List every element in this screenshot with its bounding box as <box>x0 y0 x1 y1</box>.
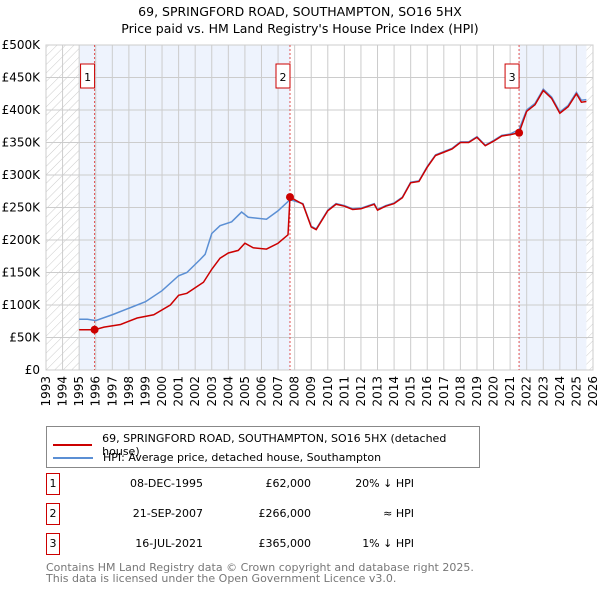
sale-label-box <box>80 63 96 89</box>
x-tick-label: 2021 <box>503 376 517 407</box>
x-tick-label: 2023 <box>536 376 550 407</box>
x-tick-label: 2013 <box>371 376 385 407</box>
sale-label: 2 <box>279 71 286 84</box>
legend-blue-line <box>53 456 93 459</box>
sale-label: 1 <box>84 71 91 84</box>
sale-price: £266,000 <box>258 507 312 520</box>
x-tick-label: 2003 <box>205 376 219 407</box>
x-tick-label: 1995 <box>72 376 86 407</box>
x-tick-label: 2001 <box>172 376 186 407</box>
x-tick-label: 2005 <box>238 376 252 407</box>
sale-hpi: 1% ↓ HPI <box>362 537 414 550</box>
x-tick-label: 2014 <box>387 376 401 407</box>
x-tick-label: 2002 <box>188 376 202 407</box>
y-tick-label: £200K <box>2 233 42 247</box>
x-tick-label: 2024 <box>553 376 567 407</box>
chart-subtitle: Price paid vs. HM Land Registry's House … <box>121 21 479 36</box>
x-tick-label: 2022 <box>520 376 534 407</box>
x-tick-label: 2004 <box>221 376 235 407</box>
sale-number: 1 <box>46 473 60 495</box>
sale-label-box <box>275 63 291 89</box>
footer-line-2: This data is licensed under the Open Gov… <box>46 572 397 585</box>
sale-hpi: 20% ↓ HPI <box>355 477 414 490</box>
chart-title: 69, SPRINGFORD ROAD, SOUTHAMPTON, SO16 5… <box>138 4 462 19</box>
y-tick-label: £450K <box>2 71 42 85</box>
sale-hpi: ≈ HPI <box>383 507 414 520</box>
x-tick-label: 2012 <box>354 376 368 407</box>
sale-row: 2 21-SEP-2007 £266,000 ≈ HPI <box>46 503 446 525</box>
sale-label-box <box>504 63 520 89</box>
x-tick-label: 2017 <box>437 376 451 407</box>
y-tick-label: £400K <box>2 103 42 117</box>
x-tick-label: 1993 <box>39 376 53 407</box>
legend-label-hpi: HPI: Average price, detached house, Sout… <box>103 451 382 464</box>
x-tick-label: 2016 <box>420 376 434 407</box>
sale-point <box>285 193 294 202</box>
sale-row: 1 08-DEC-1995 £62,000 20% ↓ HPI <box>46 473 446 495</box>
sale-date: 21-SEP-2007 <box>132 507 203 520</box>
sale-number: 3 <box>46 533 60 555</box>
footer: Contains HM Land Registry data © Crown c… <box>46 562 474 584</box>
sale-number: 2 <box>46 503 60 525</box>
legend: 69, SPRINGFORD ROAD, SOUTHAMPTON, SO16 5… <box>46 426 480 468</box>
y-tick-label: £150K <box>2 266 42 280</box>
footer-line-1: Contains HM Land Registry data © Crown c… <box>46 561 474 574</box>
y-tick-label: £100K <box>2 298 42 312</box>
x-tick-label: 1998 <box>122 376 136 407</box>
x-tick-label: 2025 <box>569 376 583 407</box>
y-tick-label: £0 <box>25 363 40 377</box>
y-tick-label: £300K <box>2 168 42 182</box>
x-tick-label: 2006 <box>254 376 268 407</box>
sale-price: £365,000 <box>258 537 312 550</box>
sale-price: £62,000 <box>265 477 312 490</box>
y-tick-label: £500K <box>2 38 42 52</box>
x-tick-label: 1996 <box>89 376 103 407</box>
plot-frame <box>45 44 594 371</box>
y-tick-label: £350K <box>2 136 42 150</box>
sale-label: 3 <box>509 71 516 84</box>
x-tick-label: 1994 <box>56 376 70 407</box>
x-tick-label: 2009 <box>304 376 318 407</box>
x-tick-label: 2010 <box>321 376 335 407</box>
sale-date: 16-JUL-2021 <box>135 537 203 550</box>
x-tick-label: 2008 <box>288 376 302 407</box>
x-tick-label: 2011 <box>337 376 351 407</box>
x-tick-label: 2019 <box>470 376 484 407</box>
x-tick-label: 2000 <box>155 376 169 407</box>
x-tick-label: 2015 <box>404 376 418 407</box>
plot: £0 £50K £100K £150K £200K £250K £300K £350K £400… <box>2 38 600 407</box>
x-tick-label: 2007 <box>271 376 285 407</box>
sale-point <box>90 325 99 334</box>
x-tick-label: 2020 <box>487 376 501 407</box>
sale-row: 3 16-JUL-2021 £365,000 1% ↓ HPI <box>46 533 446 555</box>
sale-date: 08-DEC-1995 <box>129 477 203 490</box>
legend-label-property: 69, SPRINGFORD ROAD, SOUTHAMPTON, SO16 5… <box>102 432 447 458</box>
sale-point <box>515 128 524 137</box>
x-tick-label: 1997 <box>105 376 119 407</box>
legend-red-line <box>53 444 93 446</box>
x-tick-label: 1999 <box>138 376 152 407</box>
y-tick-label: £250K <box>2 201 42 215</box>
x-tick-label: 2018 <box>453 376 467 407</box>
y-tick-label: £50K <box>9 331 41 345</box>
x-tick-label: 2026 <box>586 376 600 407</box>
